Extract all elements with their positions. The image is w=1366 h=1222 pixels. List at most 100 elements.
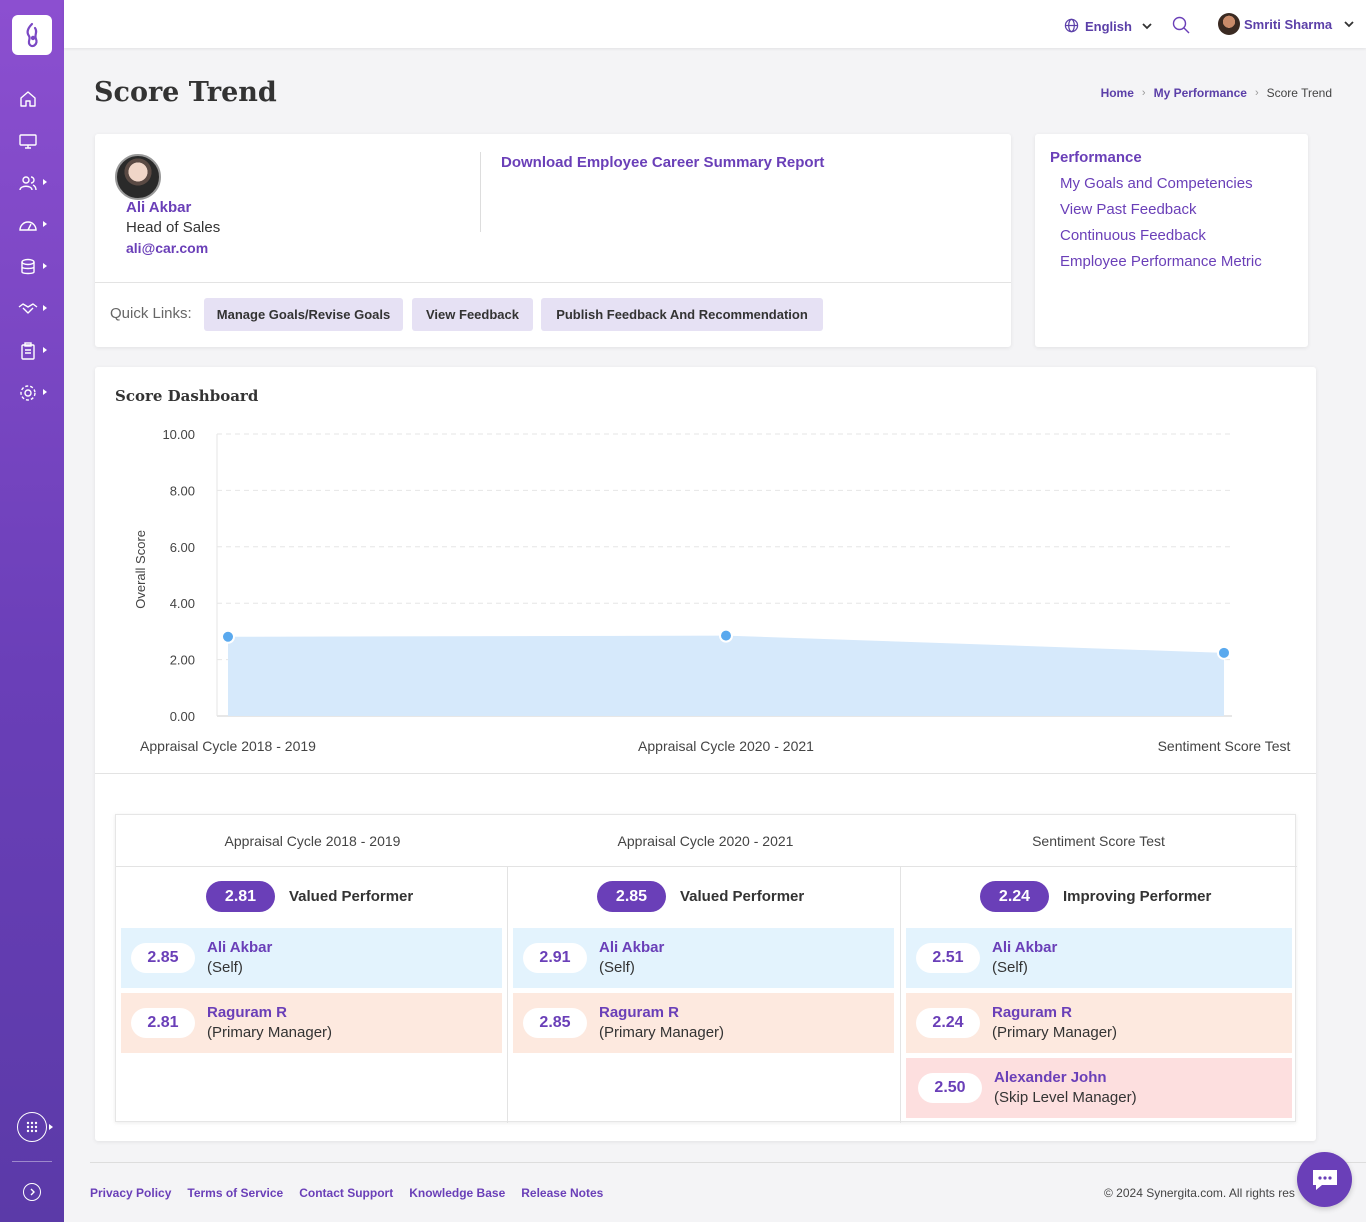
performance-panel: Performance My Goals and Competencies Vi… [1035, 134, 1308, 347]
rater-score: 2.24 [916, 1008, 980, 1038]
divider [95, 773, 1316, 774]
handshake-icon[interactable] [18, 296, 48, 322]
rater-score: 2.81 [131, 1008, 195, 1038]
link-goals-competencies[interactable]: My Goals and Competencies [1060, 175, 1253, 192]
chat-icon[interactable] [1297, 1152, 1352, 1207]
overall-score-badge: 2.85 [597, 881, 666, 912]
rater-role: (Skip Level Manager) [994, 1089, 1137, 1106]
dashboard-title: Score Dashboard [115, 387, 259, 405]
y-tick-label: 6.00 [170, 540, 195, 555]
release-notes-link[interactable]: Release Notes [521, 1186, 604, 1200]
users-icon[interactable] [18, 170, 48, 196]
rater-role: (Self) [599, 959, 635, 976]
rater-name[interactable]: Raguram R [207, 1004, 288, 1021]
rater-role: (Primary Manager) [992, 1024, 1118, 1041]
expand-sidebar-icon[interactable] [23, 1183, 41, 1201]
contact-support-link[interactable]: Contact Support [299, 1186, 394, 1200]
performer-label: Improving Performer [1063, 888, 1212, 905]
user-menu[interactable]: Smriti Sharma [1218, 13, 1354, 35]
terms-link[interactable]: Terms of Service [187, 1186, 284, 1200]
dashboard-gauge-icon[interactable] [18, 212, 48, 238]
data-point [719, 628, 733, 643]
overall-score: 2.24 Improving Performer [980, 881, 1211, 912]
divider [95, 282, 1011, 283]
rater-role: (Primary Manager) [207, 1024, 333, 1041]
rater-name[interactable]: Alexander John [994, 1069, 1107, 1086]
rater-row: 2.81 Raguram R (Primary Manager) [121, 993, 502, 1053]
rater-name[interactable]: Ali Akbar [992, 939, 1058, 956]
breadcrumb-my-performance[interactable]: My Performance [1153, 86, 1247, 100]
rater-score: 2.85 [523, 1008, 587, 1038]
rater-score: 2.85 [131, 943, 195, 973]
x-tick-label: Appraisal Cycle 2018 - 2019 [140, 738, 316, 754]
divider [116, 866, 1297, 867]
user-avatar [1218, 13, 1240, 35]
score-chart-svg: 0.00 2.00 4.00 6.00 8.00 10.00 Overall Score Ap… [133, 427, 1291, 754]
publish-feedback-button[interactable]: Publish Feedback And Recommendation [541, 298, 823, 331]
rater-role: (Self) [992, 959, 1028, 976]
link-view-past-feedback[interactable]: View Past Feedback [1060, 201, 1197, 218]
breadcrumb: Home › My Performance › Score Trend [1101, 86, 1332, 100]
view-feedback-button[interactable]: View Feedback [412, 298, 533, 331]
rater-score: 2.50 [918, 1073, 982, 1103]
topbar: English Smriti Sharma [64, 0, 1366, 48]
overall-score: 2.81 Valued Performer [206, 881, 413, 912]
overall-score: 2.85 Valued Performer [597, 881, 804, 912]
privacy-policy-link[interactable]: Privacy Policy [90, 1186, 172, 1200]
rater-row: 2.51 Ali Akbar (Self) [906, 928, 1292, 988]
language-selector[interactable]: English [1064, 16, 1152, 34]
rater-name[interactable]: Ali Akbar [207, 939, 273, 956]
cycle-header: Appraisal Cycle 2018 - 2019 [224, 832, 401, 849]
rater-name[interactable]: Raguram R [599, 1004, 680, 1021]
apps-grid-icon[interactable] [17, 1112, 47, 1142]
link-performance-metric[interactable]: Employee Performance Metric [1060, 253, 1262, 270]
series-area [228, 635, 1224, 716]
monitor-icon[interactable] [18, 128, 48, 154]
settings-icon[interactable] [18, 380, 48, 406]
y-axis-label: Overall Score [133, 530, 148, 609]
page-title: Score Trend [94, 77, 277, 108]
employee-email[interactable]: ali@car.com [126, 240, 209, 256]
rater-name[interactable]: Ali Akbar [599, 939, 665, 956]
chevron-right-icon: › [1254, 87, 1259, 99]
database-icon[interactable] [18, 254, 48, 280]
employee-name[interactable]: Ali Akbar [126, 199, 192, 216]
x-tick-label: Appraisal Cycle 2020 - 2021 [638, 738, 814, 754]
y-tick-label: 8.00 [170, 483, 195, 498]
score-chart: 0.00 2.00 4.00 6.00 8.00 10.00 Overall Score Ap… [95, 422, 1316, 767]
breadcrumb-home[interactable]: Home [1100, 86, 1134, 100]
knowledge-base-link[interactable]: Knowledge Base [409, 1186, 506, 1200]
rater-score: 2.91 [523, 943, 587, 973]
y-tick-label: 10.00 [162, 427, 195, 442]
app-logo[interactable] [12, 15, 52, 55]
employee-avatar [115, 154, 161, 200]
y-tick-label: 4.00 [170, 596, 195, 611]
chevron-right-icon: › [1141, 87, 1146, 99]
score-breakdown-table: Appraisal Cycle 2018 - 2019 Appraisal Cy… [115, 814, 1297, 1123]
home-icon[interactable] [18, 86, 48, 112]
performance-title: Performance [1050, 149, 1142, 166]
employee-card: Ali Akbar Head of Sales ali@car.com Down… [95, 134, 1011, 347]
apps-caret-icon [49, 1124, 53, 1130]
rater-role: (Primary Manager) [599, 1024, 725, 1041]
overall-score-badge: 2.24 [980, 881, 1049, 912]
user-name: Smriti Sharma [1244, 16, 1333, 32]
divider [900, 866, 901, 1123]
y-tick-label: 2.00 [170, 653, 195, 668]
divider [507, 866, 508, 1123]
sidebar-divider [12, 1161, 52, 1162]
download-career-report-link[interactable]: Download Employee Career Summary Report [501, 154, 825, 171]
link-continuous-feedback[interactable]: Continuous Feedback [1060, 227, 1206, 244]
footer-divider [90, 1162, 1366, 1163]
rater-row: 2.50 Alexander John (Skip Level Manager) [906, 1058, 1292, 1118]
clipboard-icon[interactable] [18, 338, 48, 364]
employee-role: Head of Sales [126, 219, 221, 236]
cycle-header: Appraisal Cycle 2020 - 2021 [617, 832, 794, 849]
manage-goals-button[interactable]: Manage Goals/Revise Goals [204, 298, 403, 331]
search-icon[interactable] [1172, 16, 1190, 39]
data-point [221, 629, 235, 644]
divider [480, 152, 481, 232]
cycle-header: Sentiment Score Test [1032, 832, 1165, 849]
rater-row: 2.85 Ali Akbar (Self) [121, 928, 502, 988]
rater-name[interactable]: Raguram R [992, 1004, 1073, 1021]
